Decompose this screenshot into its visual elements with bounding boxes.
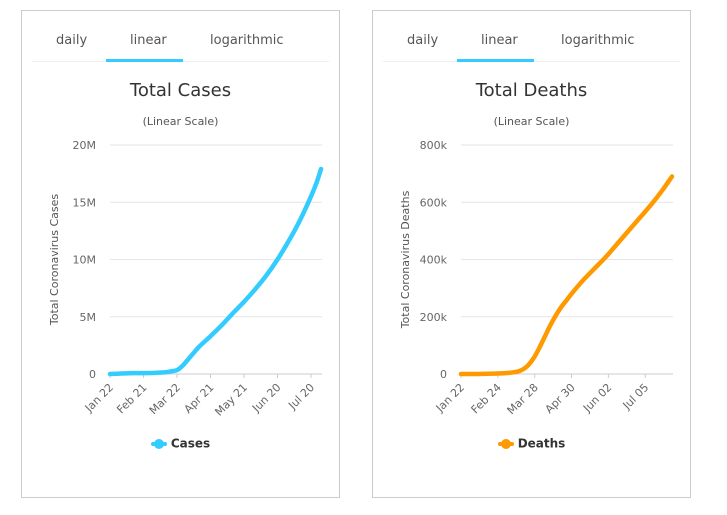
legend[interactable]: Cases xyxy=(22,436,339,451)
x-tick-label: Jan 22 xyxy=(82,381,116,415)
x-tick-label: Jul 20 xyxy=(285,381,317,413)
chart-subtitle: (Linear Scale) xyxy=(493,115,570,128)
legend-cases-label: Cases xyxy=(170,436,211,451)
active-tab-indicator xyxy=(457,59,534,62)
tab-logarithmic[interactable]: logarithmic xyxy=(210,33,284,48)
active-tab-indicator xyxy=(106,59,183,62)
series-line-deaths[interactable] xyxy=(458,174,675,377)
chart-subtitle: (Linear Scale) xyxy=(142,115,219,128)
x-tick-label: Jun 02 xyxy=(580,381,614,415)
cases-chart-panel: daily linear logarithmic Total Cases (Li… xyxy=(21,10,340,498)
deaths-line-chart: 0 200k 400k 600k 800k Jan 22 Feb 24 Mar 28 Apr 3… xyxy=(399,139,675,417)
x-tick-label: Apr 21 xyxy=(182,381,217,416)
scale-tabs: daily linear logarithmic xyxy=(32,11,329,62)
y-tick-label: 20M xyxy=(73,139,97,152)
legend-deaths-label: Deaths xyxy=(517,436,566,451)
tab-linear[interactable]: linear xyxy=(481,33,518,48)
y-tick-label: 200k xyxy=(420,311,448,324)
y-tick-label: 400k xyxy=(420,254,448,267)
chart-title: Total Deaths xyxy=(475,80,588,101)
y-axis-label: Total Coronavirus Deaths xyxy=(399,190,412,329)
tab-logarithmic[interactable]: logarithmic xyxy=(561,33,635,48)
y-tick-label: 5M xyxy=(80,311,97,324)
x-tick-label: Apr 30 xyxy=(543,381,578,416)
x-tick-label: Mar 28 xyxy=(505,381,541,417)
y-tick-label: 800k xyxy=(420,139,448,152)
y-tick-label: 10M xyxy=(73,254,97,267)
x-tick-label: Jul 05 xyxy=(620,381,652,413)
legend-cases-swatch-icon xyxy=(150,438,167,449)
scale-tabs: daily linear logarithmic xyxy=(383,11,680,62)
x-tick-label: Jan 22 xyxy=(433,381,467,415)
tab-daily[interactable]: daily xyxy=(407,33,439,48)
tab-daily[interactable]: daily xyxy=(56,33,88,48)
x-tick-label: Jun 20 xyxy=(249,381,283,415)
x-tick-label: Feb 21 xyxy=(114,381,149,416)
y-tick-label: 600k xyxy=(420,196,448,209)
x-tick-label: Feb 24 xyxy=(469,381,504,416)
x-tick-label: Mar 22 xyxy=(147,381,183,417)
tab-linear[interactable]: linear xyxy=(130,33,167,48)
chart-title: Total Cases xyxy=(129,80,232,101)
series-line-cases[interactable] xyxy=(107,166,324,377)
legend-deaths-swatch-icon xyxy=(497,438,514,449)
y-axis-label: Total Coronavirus Cases xyxy=(48,194,61,327)
y-tick-label: 0 xyxy=(89,368,96,381)
legend[interactable]: Deaths xyxy=(373,436,690,451)
x-tick-label: May 21 xyxy=(212,381,250,419)
y-tick-label: 15M xyxy=(73,196,97,209)
deaths-chart-panel: daily linear logarithmic Total Deaths (L… xyxy=(372,10,691,498)
y-tick-label: 0 xyxy=(440,368,447,381)
